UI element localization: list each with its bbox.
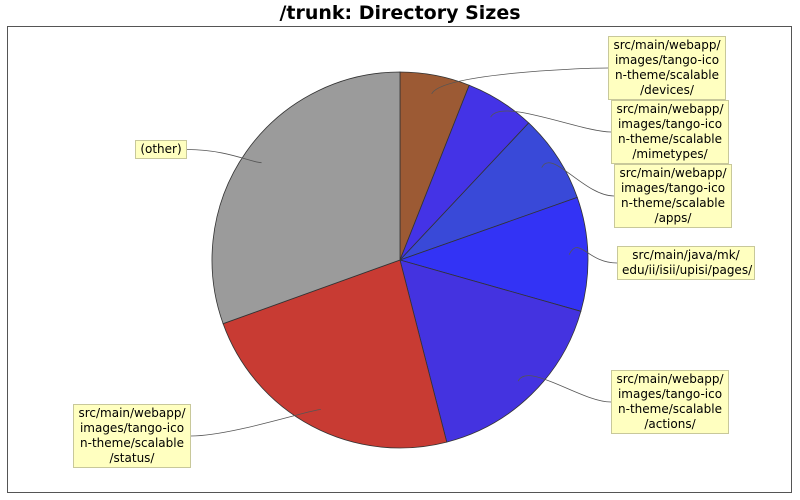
leader-line	[190, 409, 321, 437]
slice-label: src/main/webapp/ images/tango-ico n-them…	[611, 100, 729, 164]
slice-label: (other)	[135, 140, 187, 159]
leader-line	[431, 67, 609, 95]
slice-label: src/main/webapp/ images/tango-ico n-them…	[611, 370, 729, 434]
pie-slice	[399, 259, 582, 443]
leader-line	[568, 247, 618, 264]
plot-frame	[7, 26, 792, 493]
pie-slice	[211, 71, 401, 325]
leader-line	[490, 110, 612, 133]
pie-slice	[222, 259, 448, 449]
leader-line	[186, 149, 262, 164]
slice-label: src/main/webapp/ images/tango-ico n-them…	[614, 164, 732, 228]
pie-slice	[398, 196, 589, 312]
slice-label: src/main/java/mk/ edu/ii/isii/upisi/page…	[617, 246, 755, 280]
slice-label: src/main/webapp/ images/tango-ico n-them…	[73, 404, 191, 468]
leader-line	[517, 375, 612, 403]
chart-title: /trunk: Directory Sizes	[279, 2, 521, 24]
leader-line	[541, 162, 615, 197]
slice-label: src/main/webapp/ images/tango-ico n-them…	[608, 36, 726, 100]
